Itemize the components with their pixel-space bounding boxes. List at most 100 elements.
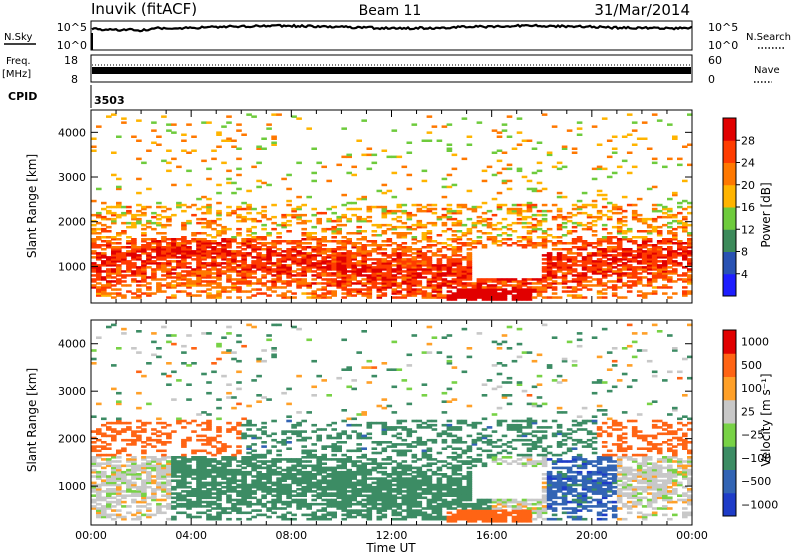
velocity-cell [251, 453, 257, 457]
power-cell [291, 270, 297, 273]
velocity-cell [176, 417, 182, 421]
velocity-cell [116, 488, 122, 491]
power-cell [281, 215, 287, 219]
power-cell [111, 236, 117, 239]
power-cell [101, 207, 107, 211]
velocity-cell [151, 458, 157, 461]
power-cell [251, 264, 257, 267]
velocity-cell [281, 500, 287, 504]
velocity-cell [296, 500, 302, 504]
power-cell [116, 242, 122, 245]
power-cell [481, 278, 488, 281]
velocity-cell [311, 513, 317, 517]
velocity-cell [126, 479, 132, 482]
power-cell [581, 248, 588, 251]
power-cell [101, 294, 107, 297]
power-cell [556, 296, 563, 299]
velocity-cell [236, 494, 242, 497]
velocity-cell [211, 445, 217, 448]
power-cell [571, 230, 578, 233]
power-cell [256, 246, 262, 249]
velocity-cell [191, 488, 197, 491]
power-cell [491, 151, 498, 154]
power-cell [556, 225, 563, 229]
velocity-cell [121, 428, 127, 431]
velocity-cell [111, 460, 117, 463]
power-cell [631, 213, 638, 217]
velocity-cell [261, 426, 267, 429]
power-cell [596, 242, 603, 245]
power-cell [201, 272, 207, 275]
power-cell [91, 145, 97, 148]
power-cell [166, 219, 172, 223]
power-cell [677, 252, 683, 255]
power-cell [231, 286, 237, 289]
power-cell [181, 248, 187, 251]
power-cell [201, 246, 207, 249]
power-cell [211, 250, 217, 253]
power-cell [596, 244, 603, 247]
power-cell [421, 225, 428, 229]
power-cell [156, 217, 162, 221]
power-cell [236, 173, 242, 177]
power-cell [91, 232, 97, 235]
power-cell [411, 268, 418, 271]
power-cell [456, 246, 463, 249]
power-cell [687, 113, 693, 116]
velocity-cell [166, 334, 172, 337]
velocity-cell [111, 492, 117, 495]
power-cell [687, 234, 693, 237]
velocity-cell [231, 426, 237, 429]
velocity-cell [136, 475, 142, 478]
velocity-cell [246, 323, 252, 327]
power-cell [156, 246, 162, 249]
power-cell [586, 266, 593, 269]
power-cell [96, 236, 102, 239]
power-cell [441, 195, 448, 199]
power-cell [411, 123, 418, 126]
power-cell [566, 258, 573, 261]
velocity-cell [221, 490, 227, 493]
power-cell [231, 270, 237, 273]
power-cell [311, 246, 317, 249]
power-cell [481, 296, 488, 299]
power-cell [446, 272, 453, 275]
power-cell [281, 225, 287, 229]
power-cell [336, 256, 342, 259]
velocity-cell [146, 421, 152, 425]
velocity-cell [91, 456, 97, 459]
velocity-cell [106, 479, 112, 482]
power-cell [662, 266, 668, 269]
velocity-cell [106, 462, 112, 465]
power-cell [481, 246, 488, 249]
velocity-cell [296, 411, 302, 414]
power-cell [316, 221, 322, 225]
power-cell [541, 242, 548, 245]
velocity-cell [256, 374, 262, 378]
velocity-cell [321, 462, 327, 465]
power-cell [416, 221, 423, 225]
power-cell [506, 280, 513, 283]
velocity-cell [201, 468, 207, 472]
power-cell [326, 256, 332, 259]
velocity-cell [371, 466, 378, 470]
power-cell [566, 260, 573, 263]
velocity-cell [221, 475, 227, 478]
power-cell [341, 256, 347, 259]
velocity-cell [336, 449, 342, 453]
power-cell [431, 280, 438, 283]
power-cell [226, 169, 232, 173]
power-cell [576, 133, 583, 136]
power-cell [516, 282, 523, 285]
power-cell [526, 236, 533, 239]
velocity-cell [186, 500, 192, 504]
power-cell [206, 284, 212, 287]
velocity-cell [356, 483, 362, 487]
power-cell [596, 193, 603, 197]
power-cell [251, 238, 257, 241]
power-cell [216, 211, 222, 215]
velocity-cell [281, 441, 287, 444]
power-cell [611, 284, 618, 287]
power-cell [356, 280, 362, 283]
velocity-cell [211, 485, 217, 489]
